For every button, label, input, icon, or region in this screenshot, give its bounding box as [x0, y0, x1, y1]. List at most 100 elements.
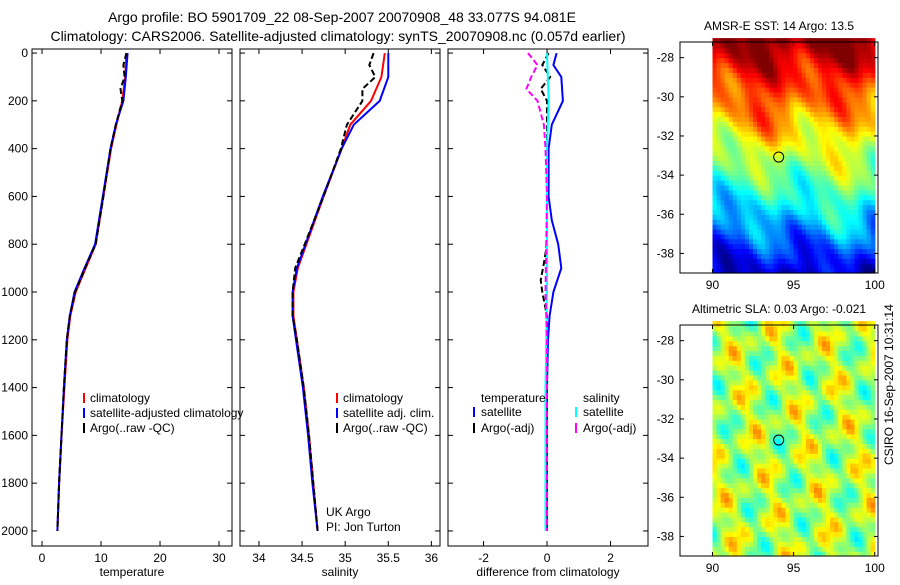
- heatmap-cell: [744, 91, 750, 98]
- x-tick-label: 100: [865, 278, 885, 292]
- heatmap-cell: [728, 101, 734, 108]
- heatmap-cell: [805, 433, 811, 440]
- heatmap-cell: [736, 145, 742, 152]
- heatmap-cell: [740, 433, 746, 440]
- heatmap-cell: [753, 43, 758, 49]
- heatmap-cell: [765, 321, 770, 327]
- heatmap-cell: [858, 233, 864, 240]
- heatmap-cell: [781, 526, 787, 533]
- heatmap-cell: [773, 47, 778, 54]
- heatmap-cell: [797, 370, 803, 376]
- heatmap-cell: [728, 204, 734, 210]
- heatmap-cell: [834, 238, 839, 245]
- heatmap-cell: [801, 551, 807, 557]
- heatmap-cell: [773, 467, 778, 474]
- heatmap-cell: [765, 507, 770, 513]
- heatmap-cell: [842, 477, 847, 484]
- heatmap-cell: [866, 516, 872, 523]
- heatmap-cell: [809, 72, 815, 78]
- heatmap-cell: [773, 463, 778, 469]
- heatmap-cell: [830, 101, 835, 108]
- heatmap-cell: [862, 487, 868, 493]
- heatmap-cell: [769, 106, 774, 113]
- heatmap-cell: [842, 214, 847, 220]
- heatmap-cell: [797, 492, 803, 498]
- heatmap-cell: [834, 365, 839, 371]
- heatmap-cell: [838, 477, 843, 484]
- heatmap-cell: [866, 126, 872, 132]
- heatmap-cell: [813, 394, 819, 400]
- heatmap-cell: [716, 248, 722, 254]
- heatmap-cell: [846, 551, 852, 557]
- heatmap-cell: [749, 52, 754, 59]
- heatmap-cell: [822, 423, 827, 430]
- heatmap-cell: [740, 38, 746, 44]
- heatmap-cell: [789, 111, 795, 117]
- heatmap-cell: [801, 487, 807, 493]
- heatmap-cell: [858, 180, 864, 186]
- heatmap-cell: [813, 374, 819, 381]
- heatmap-cell: [732, 516, 738, 523]
- heatmap-cell: [724, 91, 730, 98]
- heatmap-cell: [842, 355, 847, 361]
- heatmap-cells: [712, 38, 876, 274]
- heatmap-cell: [838, 370, 843, 376]
- heatmap-cell: [781, 467, 787, 474]
- heatmap-cell: [712, 170, 718, 176]
- heatmap-cell: [846, 399, 852, 405]
- heatmap-cell: [724, 374, 730, 381]
- heatmap-cell: [753, 67, 758, 73]
- heatmap-cell: [712, 370, 718, 376]
- heatmap-cell: [834, 43, 839, 49]
- heatmap-cell: [716, 194, 722, 201]
- heatmap-cell: [842, 209, 847, 215]
- heatmap-cell: [716, 268, 722, 274]
- heatmap-cell: [749, 463, 754, 469]
- heatmap-cell: [846, 419, 852, 425]
- heatmap-cell: [716, 355, 722, 361]
- heatmap-cell: [813, 136, 819, 142]
- heatmap-cell: [830, 219, 835, 225]
- heatmap-cell: [838, 541, 843, 547]
- heatmap-cell: [834, 389, 839, 396]
- heatmap-cell: [830, 448, 835, 454]
- heatmap-cell: [854, 43, 860, 49]
- heatmap-cell: [773, 507, 778, 513]
- heatmap-cell: [749, 77, 754, 83]
- heatmap-cell: [854, 106, 860, 113]
- heatmap-cell: [757, 379, 762, 386]
- heatmap-cell: [732, 47, 738, 54]
- heatmap-cell: [801, 419, 807, 425]
- heatmap-cell: [749, 96, 754, 103]
- heatmap-cell: [740, 360, 746, 366]
- heatmap-cell: [854, 82, 860, 88]
- heatmap-cell: [744, 204, 750, 210]
- heatmap-cell: [834, 126, 839, 132]
- heatmap-cell: [822, 477, 827, 484]
- heatmap-cell: [818, 428, 823, 435]
- heatmap-cell: [781, 507, 787, 513]
- heatmap-cell: [728, 512, 734, 518]
- heatmap-cell: [830, 140, 835, 147]
- heatmap-cell: [822, 433, 827, 440]
- heatmap-cell: [805, 72, 811, 78]
- heatmap-cell: [862, 414, 868, 420]
- heatmap-cell: [818, 180, 823, 186]
- heatmap-cell: [842, 77, 847, 83]
- heatmap-cell: [822, 184, 827, 191]
- heatmap-cell: [781, 140, 787, 147]
- heatmap-cell: [753, 487, 758, 493]
- heatmap-cell: [785, 180, 791, 186]
- heatmap-cell: [801, 248, 807, 254]
- heatmap-cell: [777, 516, 783, 523]
- heatmap-cell: [801, 384, 807, 391]
- heatmap-cell: [712, 463, 718, 469]
- heatmap-cell: [830, 258, 835, 264]
- heatmap-cell: [805, 365, 811, 371]
- heatmap-cell: [744, 121, 750, 127]
- heatmap-cell: [744, 57, 750, 64]
- heatmap-cell: [732, 184, 738, 191]
- heatmap-cell: [781, 136, 787, 142]
- heatmap-cell: [818, 248, 823, 254]
- heatmap-cell: [761, 224, 766, 230]
